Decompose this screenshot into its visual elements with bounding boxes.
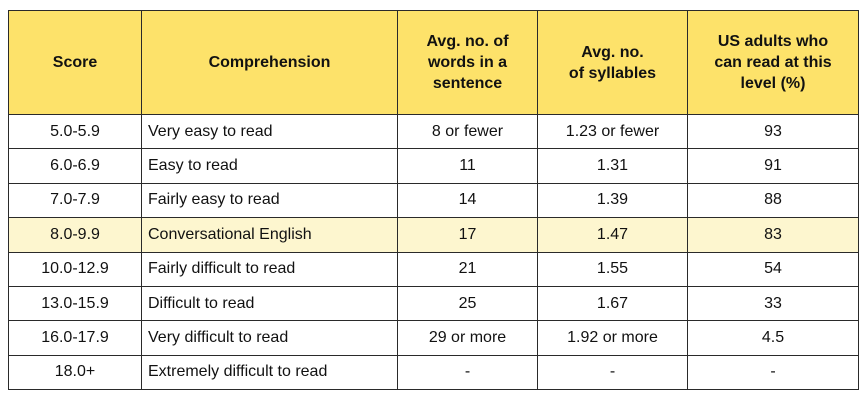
cell-avg-syllables: 1.55: [537, 251, 688, 287]
cell-comprehension: Very easy to read: [141, 113, 398, 150]
cell-comprehension: Conversational English: [141, 217, 398, 253]
cell-avg-syllables: -: [537, 354, 688, 391]
cell-score: 6.0-6.9: [8, 148, 142, 184]
cell-score: 18.0+: [8, 354, 142, 391]
cell-score: 5.0-5.9: [8, 113, 142, 150]
cell-us-adults-percent: 4.5: [687, 320, 859, 356]
cell-score: 7.0-7.9: [8, 182, 142, 219]
cell-us-adults-percent: 33: [687, 285, 859, 322]
cell-us-adults-percent: -: [687, 354, 859, 391]
table-row: 13.0-15.9 Difficult to read 25 1.67 33: [8, 285, 859, 322]
cell-comprehension: Extremely difficult to read: [141, 354, 398, 391]
cell-us-adults-percent: 91: [687, 148, 859, 184]
header-row: Score Comprehension Avg. no. of words in…: [8, 10, 859, 115]
cell-avg-words: 11: [397, 148, 538, 184]
cell-score: 8.0-9.9: [8, 217, 142, 253]
cell-comprehension: Easy to read: [141, 148, 398, 184]
cell-us-adults-percent: 54: [687, 251, 859, 287]
cell-avg-words: -: [397, 354, 538, 391]
header-comprehension: Comprehension: [141, 10, 398, 115]
cell-avg-syllables: 1.31: [537, 148, 688, 184]
table-row: 18.0+ Extremely difficult to read - - -: [8, 354, 859, 391]
cell-comprehension: Difficult to read: [141, 285, 398, 322]
table-body: 5.0-5.9 Very easy to read 8 or fewer 1.23 o…: [8, 113, 859, 391]
cell-comprehension: Very difficult to read: [141, 320, 398, 356]
table-row: 8.0-9.9 Conversational English 17 1.47 83: [8, 217, 859, 253]
readability-table: Score Comprehension Avg. no. of words in…: [8, 10, 859, 391]
header-avg-syllables: Avg. no. of syllables: [537, 10, 688, 115]
header-us-adults-percent: US adults who can read at this level (%): [687, 10, 859, 115]
cell-score: 16.0-17.9: [8, 320, 142, 356]
cell-avg-words: 14: [397, 182, 538, 219]
cell-comprehension: Fairly difficult to read: [141, 251, 398, 287]
cell-us-adults-percent: 93: [687, 113, 859, 150]
cell-score: 10.0-12.9: [8, 251, 142, 287]
cell-avg-syllables: 1.92 or more: [537, 320, 688, 356]
cell-avg-syllables: 1.67: [537, 285, 688, 322]
table-row: 7.0-7.9 Fairly easy to read 14 1.39 88: [8, 182, 859, 219]
cell-avg-syllables: 1.23 or fewer: [537, 113, 688, 150]
table-header: Score Comprehension Avg. no. of words in…: [8, 10, 859, 115]
table-row: 10.0-12.9 Fairly difficult to read 21 1.55 5…: [8, 251, 859, 287]
table-row: 5.0-5.9 Very easy to read 8 or fewer 1.23 o…: [8, 113, 859, 150]
cell-comprehension: Fairly easy to read: [141, 182, 398, 219]
cell-avg-words: 29 or more: [397, 320, 538, 356]
cell-avg-syllables: 1.39: [537, 182, 688, 219]
cell-avg-syllables: 1.47: [537, 217, 688, 253]
cell-score: 13.0-15.9: [8, 285, 142, 322]
cell-avg-words: 17: [397, 217, 538, 253]
header-score: Score: [8, 10, 142, 115]
cell-us-adults-percent: 88: [687, 182, 859, 219]
cell-avg-words: 21: [397, 251, 538, 287]
cell-us-adults-percent: 83: [687, 217, 859, 253]
cell-avg-words: 25: [397, 285, 538, 322]
readability-table-container: Score Comprehension Avg. no. of words in…: [8, 10, 859, 391]
header-avg-words: Avg. no. of words in a sentence: [397, 10, 538, 115]
cell-avg-words: 8 or fewer: [397, 113, 538, 150]
table-row: 6.0-6.9 Easy to read 11 1.31 91: [8, 148, 859, 184]
table-row: 16.0-17.9 Very difficult to read 29 or mor…: [8, 320, 859, 356]
